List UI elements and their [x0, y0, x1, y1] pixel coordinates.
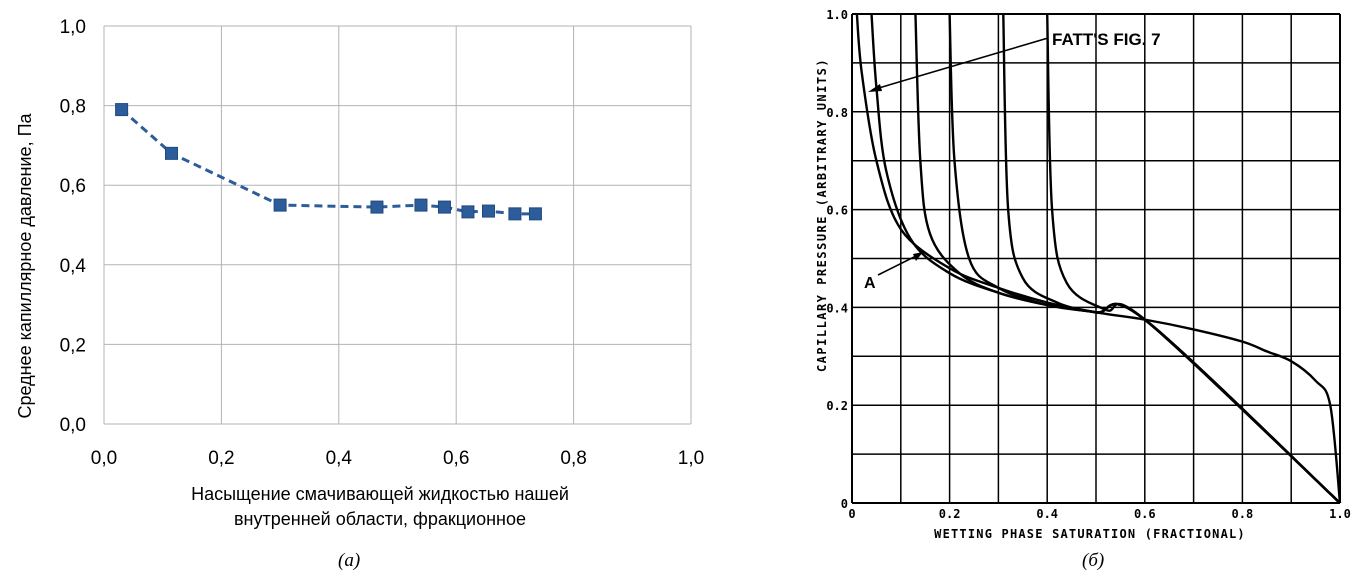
chart-a-x-tick-label: 0,0: [91, 448, 117, 469]
caption-b: (б): [1082, 550, 1105, 571]
chart-b-tick-labels: 0 0.2 0.4 0.6 0.8 1.0 0 0.2 0.4 0.6 0.8 1.0: [826, 8, 1351, 521]
chart-b-y-axis-label: CAPILLARY PRESSURE (ARBITRARY UNITS): [815, 58, 829, 372]
chart-b-y-tick-label: 0.2: [826, 399, 848, 413]
chart-a-series: [115, 103, 542, 221]
chart-b-y-tick-label: 0.4: [826, 301, 848, 315]
caption-a: (a): [338, 550, 361, 571]
chart-a-data-point: [370, 200, 384, 214]
chart-b-y-tick-label: 1.0: [826, 8, 848, 22]
chart-b-x-tick-label: 0.6: [1134, 507, 1156, 521]
chart-b-y-tick-label: 0: [841, 497, 848, 511]
chart-b-annotation-fatt-text: FATT'S FIG. 7: [1052, 30, 1161, 49]
chart-a-x-tick-label: 0,6: [443, 448, 469, 469]
chart-b-curve: [1046, 13, 1341, 504]
chart-a-data-point: [115, 103, 129, 117]
chart-a-y-tick-label: 0,4: [60, 256, 87, 277]
chart-b-x-tick-label: 0.8: [1232, 507, 1254, 521]
chart-b-annotation-a-text: A: [864, 275, 876, 292]
chart-b-curve: [855, 13, 1342, 504]
chart-b-y-tick-label: 0.6: [826, 204, 848, 218]
chart-a-data-point: [461, 205, 475, 219]
chart-a-x-tick-label: 1,0: [678, 448, 704, 469]
chart-a-data-point: [508, 207, 522, 221]
chart-a-data-point: [165, 146, 179, 160]
chart-b-annotation-a: A: [864, 252, 923, 292]
chart-b-x-tick-label: 0.2: [939, 507, 961, 521]
chart-b-y-tick-label: 0.8: [826, 106, 848, 120]
chart-a-tick-labels: 0,0 0,2 0,4 0,6 0,8 1,0 0,0 0,2 0,4 0,6 0,8 1,0: [60, 17, 705, 469]
chart-b-annotation-fatt: FATT'S FIG. 7: [868, 30, 1161, 92]
chart-a-x-axis-label-line-2: внутренней области, фракционное: [234, 509, 526, 529]
chart-a-x-tick-label: 0,2: [208, 448, 234, 469]
chart-a-x-tick-label: 0,4: [326, 448, 353, 469]
chart-b: 0 0.2 0.4 0.6 0.8 1.0 0 0.2 0.4 0.6 0.8 1.0 CAPILLA…: [815, 8, 1351, 541]
chart-a-x-tick-label: 0,8: [560, 448, 586, 469]
chart-b-x-axis-label: WETTING PHASE SATURATION (FRACTIONAL): [934, 527, 1246, 541]
chart-a-data-point: [273, 198, 287, 212]
chart-a-x-axis-label-line-1: Насыщение смачивающей жидкостью нашей: [191, 484, 569, 504]
chart-a-y-tick-label: 0,6: [60, 176, 86, 197]
chart-b-curves: [855, 13, 1342, 504]
chart-a-data-point: [437, 200, 451, 214]
chart-b-x-tick-label: 0.4: [1036, 507, 1058, 521]
chart-b-grid: [851, 13, 1341, 504]
chart-a-y-tick-label: 1,0: [60, 17, 86, 38]
chart-a-y-tick-label: 0,2: [60, 335, 86, 356]
chart-a-data-point: [528, 207, 542, 221]
chart-a: 0,0 0,2 0,4 0,6 0,8 1,0 0,0 0,2 0,4 0,6 0,8 1,0 Сре…: [15, 17, 705, 529]
chart-a-grid: [103, 25, 692, 425]
chart-b-x-tick-label: 1.0: [1329, 507, 1351, 521]
chart-a-series-line: [120, 108, 536, 216]
chart-b-x-tick-label: 0: [848, 507, 855, 521]
chart-a-y-tick-label: 0,0: [60, 415, 86, 436]
chart-a-y-tick-label: 0,8: [60, 97, 86, 118]
chart-a-data-point: [414, 198, 428, 212]
chart-a-y-axis-label: Среднее капиллярное давление, Па: [15, 113, 35, 419]
chart-a-data-point: [481, 204, 495, 218]
